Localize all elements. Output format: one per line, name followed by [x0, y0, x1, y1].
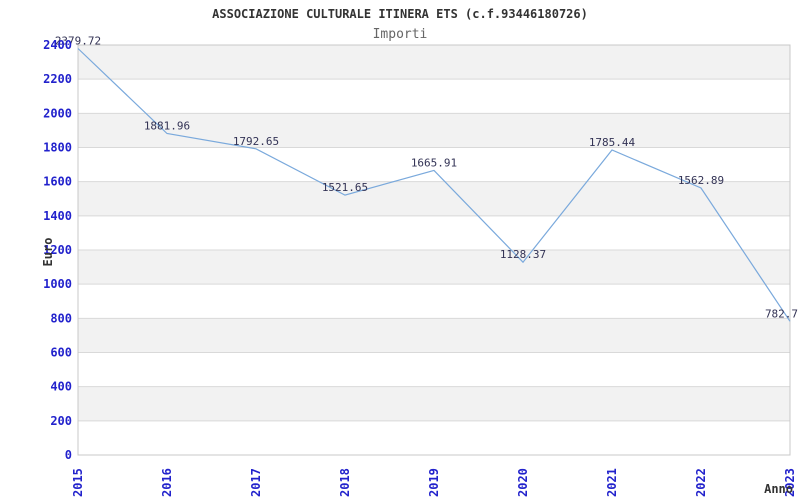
- data-label: 1521.65: [322, 181, 368, 194]
- data-label: 1881.96: [144, 120, 190, 133]
- data-label: 782.7: [765, 307, 798, 320]
- y-tick-label: 800: [50, 311, 72, 325]
- x-tick-label: 2023: [783, 468, 797, 497]
- chart-subtitle: Importi: [373, 27, 428, 42]
- y-tick-label: 0: [65, 448, 72, 462]
- y-axis-tick-labels: 0 200 400 600 800 1000 1200 1400 1600 1800 2000 220…: [43, 38, 72, 462]
- data-label: 1792.65: [233, 135, 279, 148]
- y-tick-label: 1400: [43, 209, 72, 223]
- y-tick-label: 1800: [43, 141, 72, 155]
- y-axis-title: Euro: [41, 238, 55, 267]
- x-tick-label: 2017: [249, 468, 263, 497]
- band: [78, 215, 790, 250]
- data-label: 1785.44: [589, 136, 636, 149]
- y-tick-label: 1600: [43, 175, 72, 189]
- band: [78, 284, 790, 319]
- y-tick-label: 1200: [43, 243, 72, 257]
- band: [78, 113, 790, 148]
- y-tick-label: 200: [50, 414, 72, 428]
- band: [78, 181, 790, 216]
- data-label: 2379.72: [55, 35, 101, 48]
- y-tick-label: 600: [50, 346, 72, 360]
- x-tick-label: 2020: [516, 468, 530, 497]
- x-tick-label: 2018: [338, 468, 352, 497]
- y-tick-label: 1000: [43, 277, 72, 291]
- band: [78, 318, 790, 353]
- y-tick-label: 400: [50, 380, 72, 394]
- data-label: 1562.89: [678, 174, 724, 187]
- x-axis-title: Anno: [764, 482, 793, 496]
- band: [78, 386, 790, 421]
- x-tick-label: 2019: [427, 468, 441, 497]
- gridlines: [78, 78, 790, 422]
- x-tick-label: 2015: [71, 468, 85, 497]
- x-axis-tick-labels: 2015 2016 2017 2018 2019 2020 2021 2022 2023: [71, 468, 797, 497]
- y-tick-label: 2400: [43, 38, 72, 52]
- chart-title: ASSOCIAZIONE CULTURALE ITINERA ETS (c.f.…: [212, 7, 588, 21]
- y-tick-label: 2000: [43, 106, 72, 120]
- band: [78, 420, 790, 455]
- band: [78, 45, 790, 80]
- data-series: [77, 48, 791, 322]
- data-label: 1665.91: [411, 156, 457, 169]
- x-tick-label: 2022: [694, 468, 708, 497]
- band: [78, 79, 790, 114]
- x-tick-label: 2021: [605, 468, 619, 497]
- data-label: 1128.37: [500, 248, 546, 261]
- x-tick-label: 2016: [160, 468, 174, 497]
- plot-border: [77, 44, 791, 456]
- data-line: [77, 48, 791, 322]
- y-tick-label: 2200: [43, 72, 72, 86]
- background-bands: [78, 45, 790, 455]
- band: [78, 250, 790, 285]
- data-point-labels: 2379.72 1881.96 1792.65 1521.65 1665.91 1128.…: [55, 35, 798, 321]
- band: [78, 352, 790, 387]
